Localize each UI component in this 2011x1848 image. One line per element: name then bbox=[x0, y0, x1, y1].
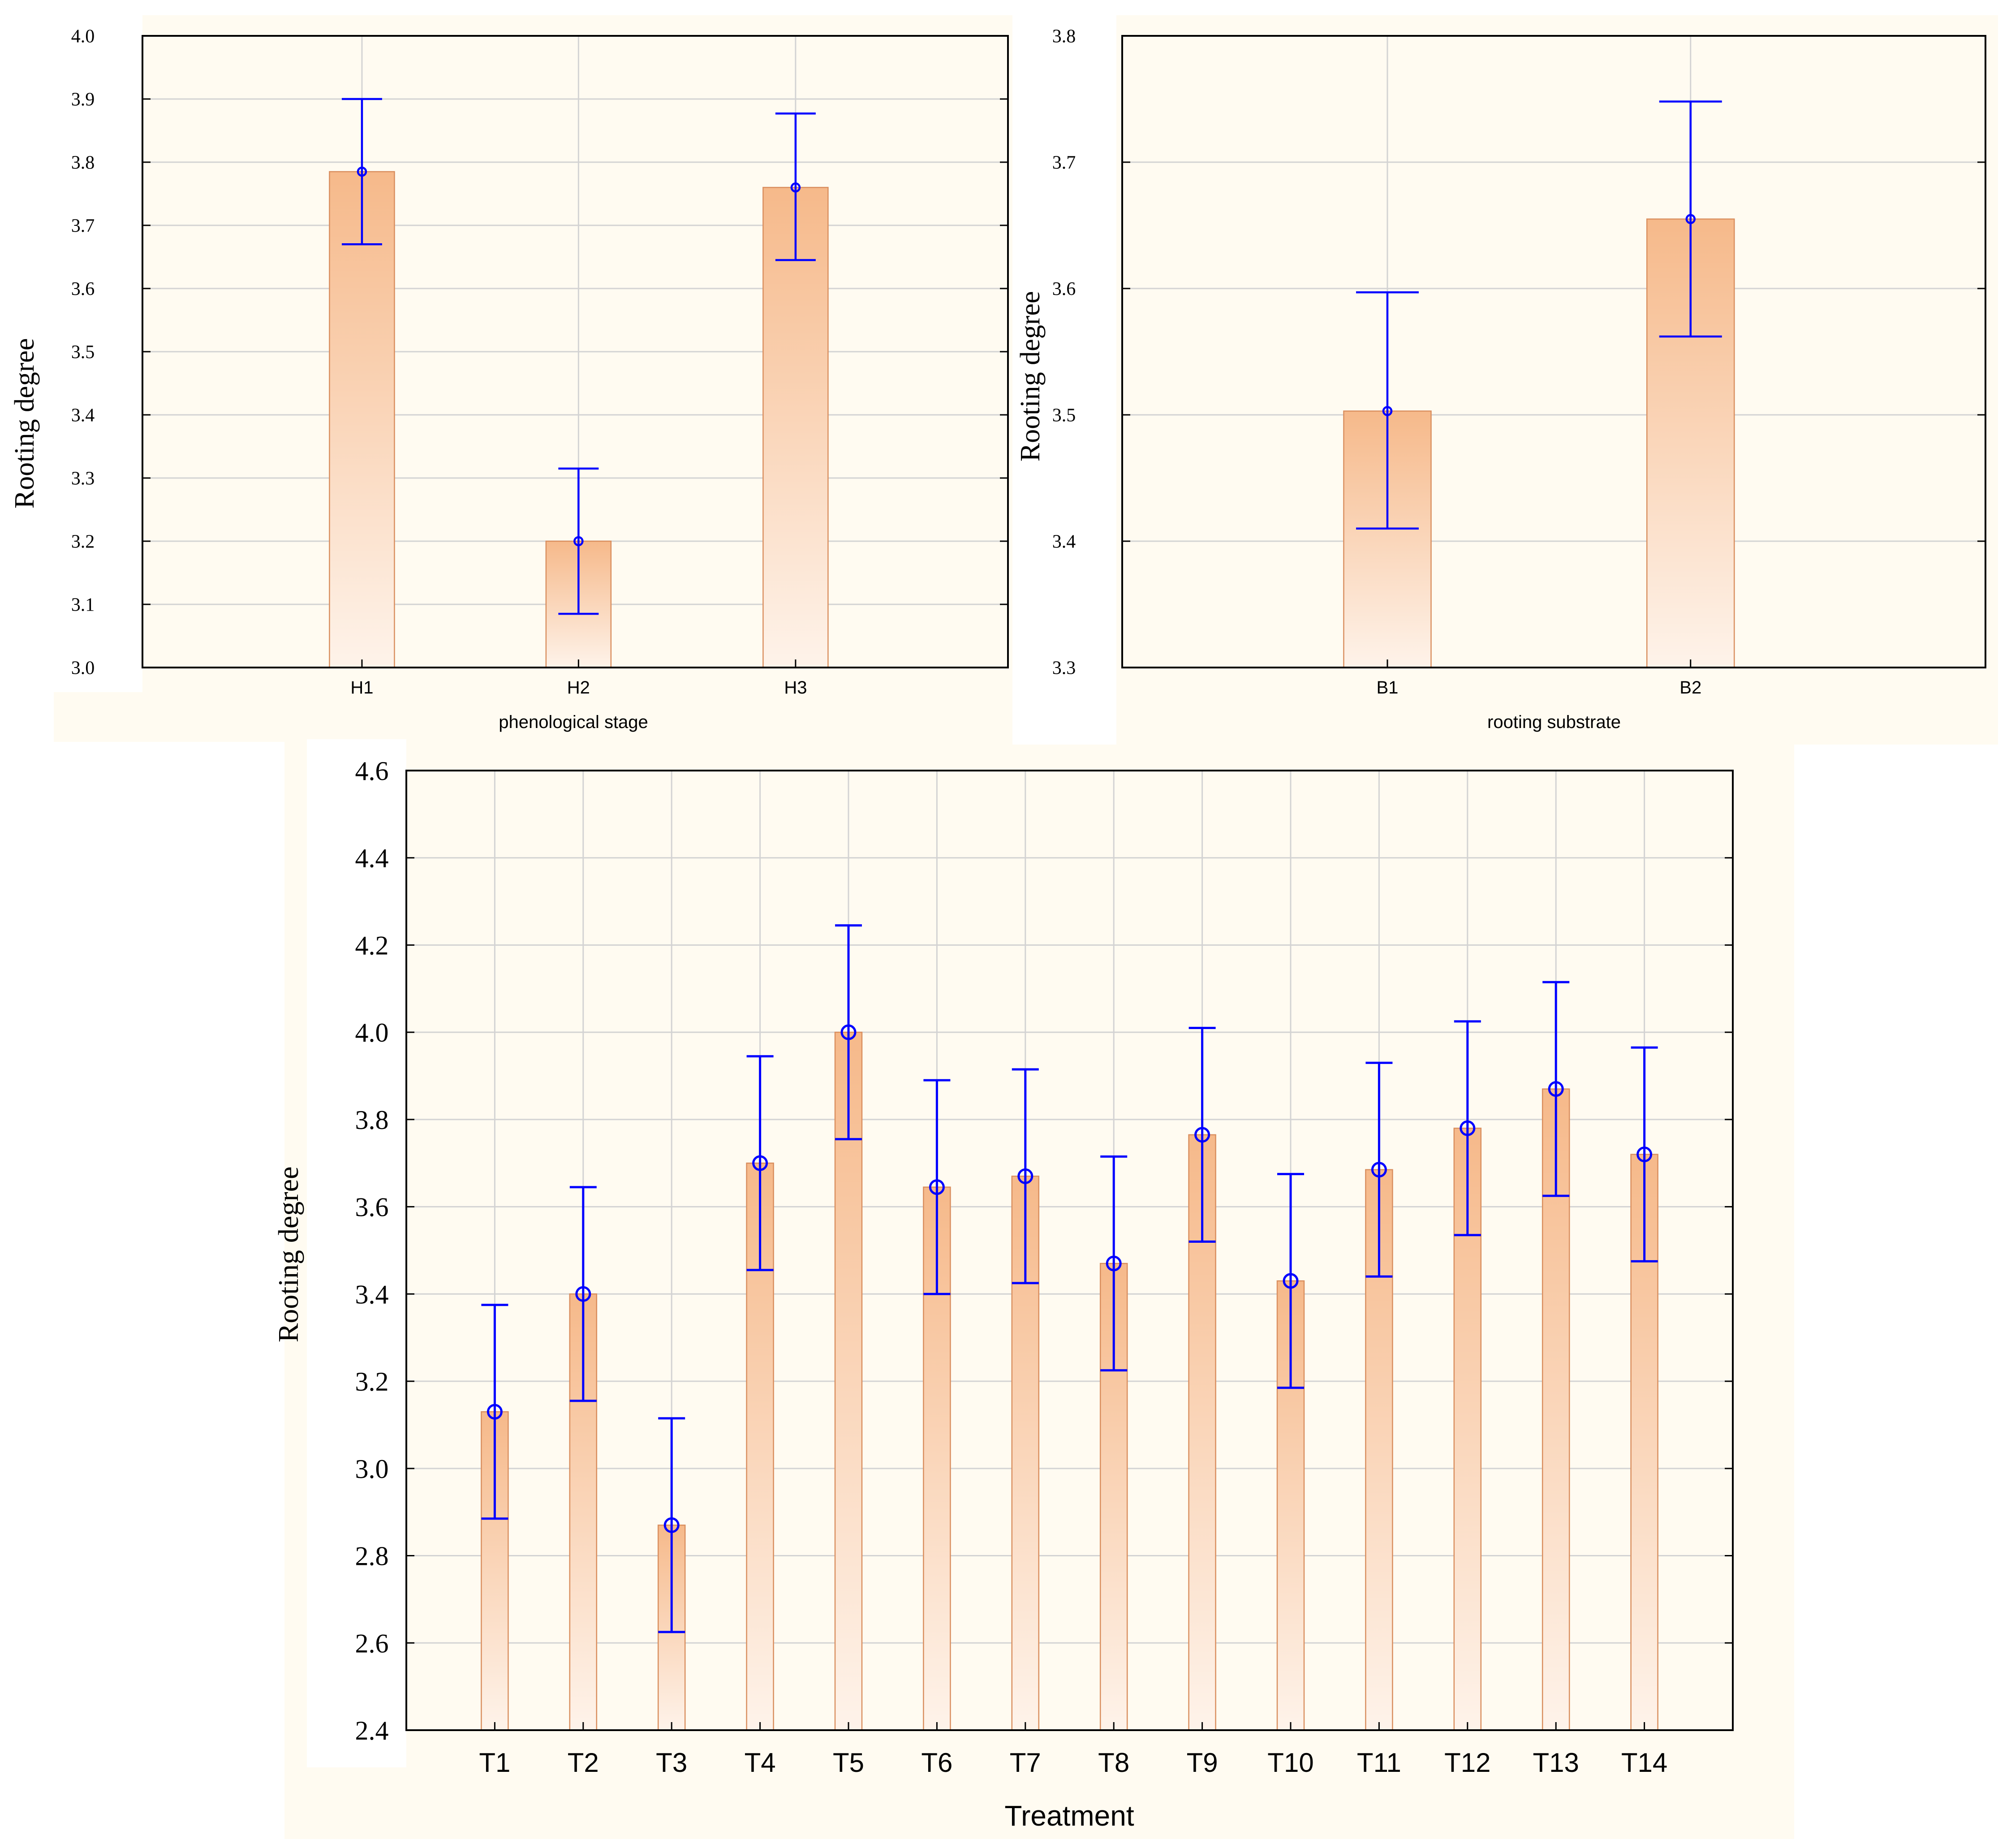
chart-phenological-stage: 3.0 3.1 3.2 3.3 3.4 3.5 3.6 3.7 3.8 3.9 4.0 H1 H2 H3… bbox=[9, 26, 1009, 732]
x-tick-label-h1: H1 bbox=[350, 678, 373, 698]
mean-marker-t7 bbox=[1017, 1168, 1033, 1184]
chart-rooting-substrate: 3.3 3.4 3.5 3.6 3.7 3.8 B1 B2 rooting substrat… bbox=[1015, 26, 1986, 732]
y-tick-label: 4.6 bbox=[355, 756, 389, 786]
y-tick-label: 3.2 bbox=[71, 532, 95, 552]
error-bars bbox=[1356, 100, 1722, 530]
chart-treatment: 2.42.62.83.03.23.43.63.84.04.24.44.6 T1 T… bbox=[272, 756, 1734, 1832]
y-tick-label: 3.7 bbox=[71, 216, 95, 237]
y-tick-labels: 3.0 3.1 3.2 3.3 3.4 3.5 3.6 3.7 3.8 3.9 4.0 bbox=[71, 26, 95, 679]
x-tick-labels: T1 T2 T3 T4 T5 T6 T7 T8 T9 T10 T11 T12 T13 T14 bbox=[479, 1748, 1667, 1778]
mean-marker-t3 bbox=[663, 1517, 680, 1533]
x-axis-title: rooting substrate bbox=[1487, 712, 1621, 732]
y-tick-label: 3.6 bbox=[355, 1193, 389, 1222]
error-bars bbox=[341, 98, 816, 615]
x-tick-label-t13: T13 bbox=[1533, 1748, 1579, 1778]
x-tick-label-t14: T14 bbox=[1621, 1748, 1667, 1778]
y-tick-label: 3.7 bbox=[1052, 153, 1076, 173]
y-tick-label: 3.4 bbox=[1052, 532, 1076, 552]
x-tick-label-t4: T4 bbox=[745, 1748, 776, 1778]
y-tick-label: 3.6 bbox=[1052, 279, 1076, 300]
y-tick-label: 2.6 bbox=[355, 1628, 389, 1658]
mean-marker-b2 bbox=[1685, 214, 1696, 224]
plot-frame bbox=[405, 770, 1734, 1731]
x-tick-label-h3: H3 bbox=[784, 678, 807, 698]
y-tick-label: 3.9 bbox=[71, 90, 95, 110]
y-tick-label: 3.3 bbox=[1052, 658, 1076, 679]
error-bars bbox=[481, 924, 1658, 1633]
mean-marker-t8 bbox=[1106, 1255, 1122, 1271]
y-tick-label: 4.4 bbox=[355, 844, 389, 873]
y-axis-title: Rooting degree bbox=[272, 1167, 304, 1343]
x-tick-label-t12: T12 bbox=[1444, 1748, 1490, 1778]
plot-frame bbox=[1121, 35, 1986, 668]
x-tick-label-t8: T8 bbox=[1098, 1748, 1129, 1778]
y-tick-label: 3.0 bbox=[71, 658, 95, 679]
x-tick-label-h2: H2 bbox=[567, 678, 590, 698]
plot-frame bbox=[142, 35, 1009, 668]
mean-marker-t2 bbox=[575, 1286, 591, 1302]
y-tick-labels: 3.3 3.4 3.5 3.6 3.7 3.8 bbox=[1052, 26, 1076, 679]
x-tick-label-t1: T1 bbox=[479, 1748, 510, 1778]
x-tick-labels: H1 H2 H3 bbox=[350, 678, 807, 698]
mean-marker-t9 bbox=[1194, 1127, 1210, 1143]
bar-h1 bbox=[329, 171, 395, 668]
x-tick-label-t7: T7 bbox=[1010, 1748, 1041, 1778]
x-tick-label-t11: T11 bbox=[1357, 1748, 1401, 1778]
x-axis-title: Treatment bbox=[1004, 1800, 1134, 1832]
y-tick-label: 3.8 bbox=[355, 1105, 389, 1135]
y-tick-label: 3.6 bbox=[71, 279, 95, 300]
x-tick-label-t3: T3 bbox=[656, 1748, 687, 1778]
y-tick-label: 3.2 bbox=[355, 1367, 389, 1396]
mean-marker-b1 bbox=[1382, 406, 1393, 416]
x-tick-label-b2: B2 bbox=[1679, 678, 1701, 698]
x-tick-label-t9: T9 bbox=[1187, 1748, 1218, 1778]
y-tick-label: 2.4 bbox=[355, 1716, 389, 1745]
axes bbox=[142, 35, 1009, 668]
y-tick-label: 3.4 bbox=[355, 1279, 389, 1309]
mean-marker-t12 bbox=[1460, 1120, 1476, 1136]
x-tick-label-t6: T6 bbox=[921, 1748, 952, 1778]
mean-marker-t11 bbox=[1371, 1162, 1387, 1178]
mean-marker-t13 bbox=[1548, 1081, 1564, 1097]
mean-marker-t5 bbox=[840, 1024, 857, 1040]
axes bbox=[405, 770, 1734, 1731]
x-tick-label-t2: T2 bbox=[568, 1748, 599, 1778]
y-tick-label: 3.1 bbox=[71, 595, 95, 616]
x-tick-label-b1: B1 bbox=[1377, 678, 1399, 698]
mean-marker-t1 bbox=[487, 1404, 503, 1420]
axes bbox=[1121, 35, 1986, 668]
y-tick-label: 3.0 bbox=[355, 1454, 389, 1484]
y-tick-label: 3.3 bbox=[71, 469, 95, 489]
mean-marker-h2 bbox=[573, 536, 584, 547]
x-tick-labels: B1 B2 bbox=[1377, 678, 1702, 698]
y-tick-label: 3.8 bbox=[71, 153, 95, 173]
x-axis-title: phenological stage bbox=[499, 712, 648, 732]
y-tick-label: 3.5 bbox=[1052, 405, 1076, 426]
mean-marker-t4 bbox=[752, 1155, 768, 1171]
y-tick-label: 4.0 bbox=[355, 1018, 389, 1047]
y-axis-title: Rooting degree bbox=[9, 338, 40, 509]
mean-marker-h3 bbox=[790, 182, 801, 193]
x-tick-label-t5: T5 bbox=[833, 1748, 864, 1778]
x-tick-label-t10: T10 bbox=[1267, 1748, 1313, 1778]
mean-marker-t6 bbox=[929, 1179, 945, 1195]
y-tick-labels: 2.4 2.6 2.8 3.0 3.2 3.4 3.6 3.8 4.0 4.2 4.4 4.6 bbox=[355, 756, 389, 1745]
bar-h3 bbox=[762, 187, 829, 668]
mean-marker-t10 bbox=[1283, 1273, 1299, 1289]
y-tick-label: 3.8 bbox=[1052, 26, 1076, 47]
y-tick-label: 3.4 bbox=[71, 405, 95, 426]
y-tick-label: 2.8 bbox=[355, 1542, 389, 1571]
y-tick-label: 4.0 bbox=[71, 26, 95, 47]
mean-marker-h1 bbox=[357, 166, 367, 177]
y-axis-title: Rooting degree bbox=[1015, 291, 1046, 462]
y-tick-label: 3.5 bbox=[71, 342, 95, 363]
mean-marker-t14 bbox=[1636, 1146, 1653, 1163]
y-tick-label: 4.2 bbox=[355, 930, 389, 960]
